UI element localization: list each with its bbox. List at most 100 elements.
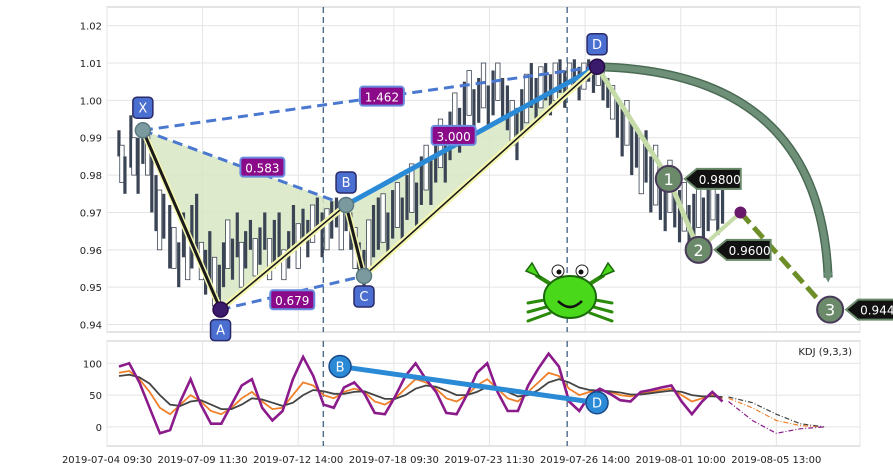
kdj-projection-D bbox=[728, 396, 825, 428]
candle bbox=[376, 197, 380, 250]
candle bbox=[634, 126, 639, 168]
crab-leg bbox=[526, 311, 552, 323]
candle bbox=[263, 212, 267, 250]
candle bbox=[272, 219, 276, 269]
candle bbox=[380, 193, 386, 243]
main-ytick-label: 0.97 bbox=[80, 208, 102, 219]
candle bbox=[466, 70, 472, 116]
candle bbox=[371, 204, 376, 258]
candle bbox=[443, 137, 447, 183]
target-circle bbox=[816, 295, 845, 324]
candle bbox=[217, 264, 221, 303]
crab-pupil bbox=[556, 269, 562, 275]
ratio-box bbox=[239, 156, 286, 178]
candle bbox=[601, 70, 605, 101]
point-box-D bbox=[586, 33, 608, 56]
kdj-line-J bbox=[118, 351, 724, 435]
candle bbox=[673, 178, 677, 228]
point-label-D: D bbox=[592, 38, 602, 53]
kdj-line-K bbox=[118, 369, 723, 416]
candle bbox=[716, 193, 720, 235]
target-number: 3 bbox=[825, 301, 835, 320]
main-ytick-label: 1.01 bbox=[80, 59, 102, 70]
candle bbox=[281, 249, 287, 281]
point-dot-B bbox=[337, 196, 355, 214]
candle bbox=[171, 227, 177, 269]
point-label-B: B bbox=[342, 176, 351, 191]
candle bbox=[491, 70, 495, 116]
candle bbox=[644, 130, 648, 183]
leg-CD-line bbox=[363, 66, 598, 277]
target-tag bbox=[683, 167, 742, 190]
candle bbox=[677, 190, 682, 243]
candle bbox=[462, 81, 466, 131]
pattern-fill-xab bbox=[142, 130, 347, 310]
candle bbox=[638, 137, 644, 195]
candle bbox=[520, 89, 524, 138]
candle bbox=[649, 156, 653, 213]
kdj-point-D bbox=[585, 390, 609, 415]
kdj-ytick-label: 50 bbox=[89, 391, 102, 402]
ratio-label: 1.462 bbox=[365, 91, 399, 105]
candle bbox=[291, 204, 296, 250]
kdj-ytick-label: 0 bbox=[96, 423, 102, 434]
candle bbox=[400, 197, 404, 243]
candle bbox=[117, 130, 121, 157]
point-box-A bbox=[209, 318, 232, 342]
point-dot-C bbox=[355, 267, 373, 285]
kdj-panel-frame bbox=[106, 340, 861, 447]
crab-claw bbox=[524, 261, 542, 279]
candle bbox=[538, 66, 544, 109]
main-ytick-label: 0.94 bbox=[80, 321, 102, 332]
ratio-dash-XB bbox=[142, 128, 347, 207]
xtick-label: 2019-07-12 14:00 bbox=[253, 455, 343, 466]
candle bbox=[434, 137, 438, 183]
candle bbox=[225, 219, 231, 269]
candle bbox=[315, 197, 319, 232]
target-tag bbox=[844, 298, 893, 321]
candle bbox=[131, 137, 137, 176]
candle bbox=[238, 241, 245, 288]
point-box-X bbox=[132, 96, 154, 120]
candle bbox=[221, 242, 226, 288]
ratio-label: 0.679 bbox=[275, 294, 309, 308]
xtick-label: 2019-07-18 09:30 bbox=[349, 455, 439, 466]
candle bbox=[324, 208, 330, 251]
xtick-label: 2019-07-26 14:00 bbox=[540, 455, 630, 466]
point-box-B bbox=[335, 171, 357, 194]
candle bbox=[701, 197, 706, 243]
candle bbox=[386, 212, 390, 258]
candle bbox=[366, 219, 372, 269]
candle bbox=[658, 167, 662, 220]
candle bbox=[258, 227, 262, 265]
ratio-label: 3.000 bbox=[436, 130, 470, 144]
candle bbox=[156, 189, 163, 251]
candle bbox=[591, 63, 596, 93]
target-number: 2 bbox=[694, 241, 704, 260]
target-path-1 bbox=[594, 65, 671, 181]
candle bbox=[154, 175, 158, 232]
ratio-box bbox=[358, 85, 405, 107]
candle bbox=[620, 107, 624, 157]
xtick-label: 2019-07-09 11:30 bbox=[158, 455, 248, 466]
big-arrow bbox=[596, 63, 833, 283]
candle bbox=[150, 156, 154, 213]
main-ytick-label: 1.00 bbox=[80, 96, 102, 107]
candle bbox=[523, 73, 530, 124]
candle bbox=[480, 62, 487, 109]
candle bbox=[136, 137, 140, 194]
candle bbox=[606, 77, 610, 108]
kdj-bd-line bbox=[339, 363, 598, 406]
candle bbox=[544, 63, 548, 101]
candle bbox=[123, 156, 127, 194]
kdj-point-label-D: D bbox=[592, 397, 602, 412]
candle bbox=[429, 160, 433, 205]
target-value: 0.9600 bbox=[729, 244, 771, 258]
candle bbox=[409, 163, 415, 213]
main-ytick-label: 1.02 bbox=[80, 22, 102, 33]
candle bbox=[630, 119, 634, 176]
crab-body bbox=[543, 275, 597, 319]
target-value: 0.9440 bbox=[860, 304, 893, 318]
candle bbox=[558, 59, 562, 93]
candle bbox=[168, 204, 172, 269]
